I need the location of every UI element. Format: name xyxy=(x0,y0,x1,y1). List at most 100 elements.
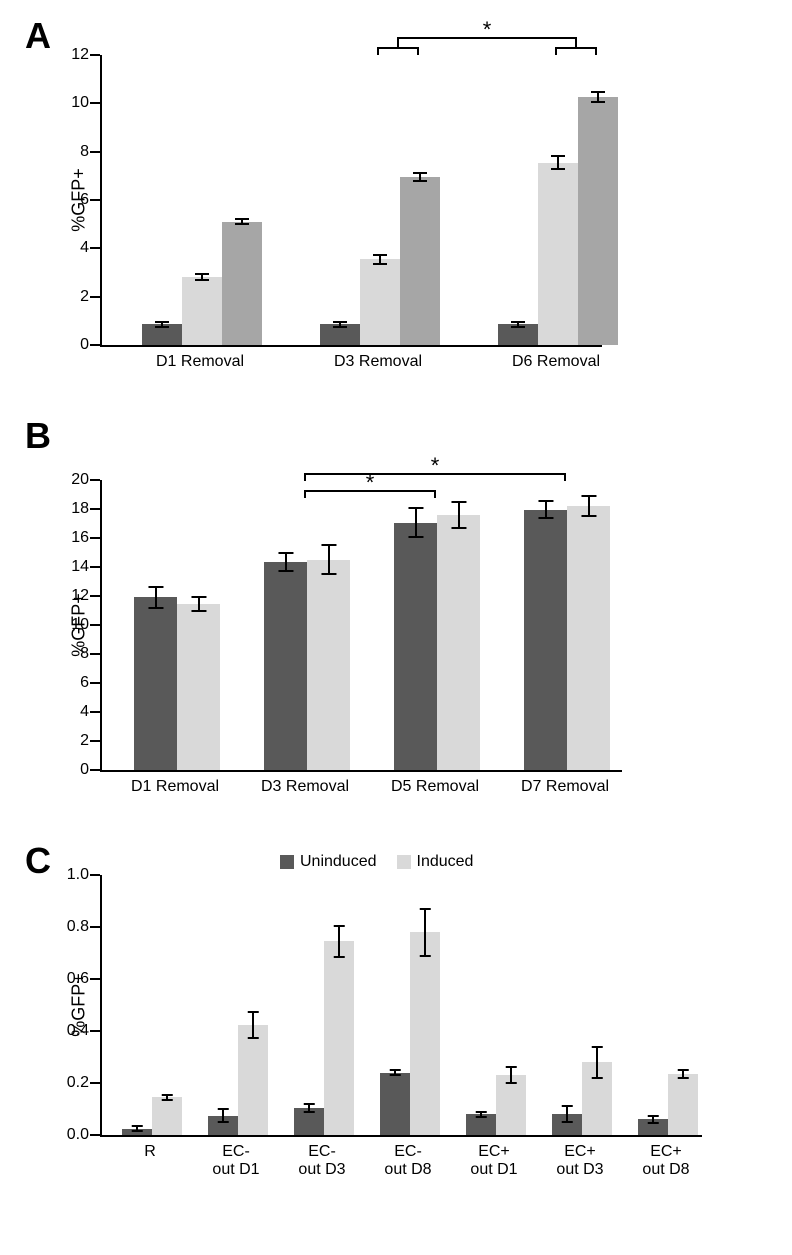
panel-c-label: C xyxy=(25,840,51,882)
bar xyxy=(264,562,307,770)
bar xyxy=(134,597,177,770)
y-tick-label: 0 xyxy=(64,761,89,779)
bar xyxy=(638,1119,668,1135)
significance-star: * xyxy=(366,470,375,496)
y-tick-label: 0.2 xyxy=(64,1074,89,1092)
bar xyxy=(538,163,578,345)
bar xyxy=(437,515,480,770)
y-tick xyxy=(90,1134,100,1136)
bar xyxy=(582,1062,612,1135)
x-axis-label: D7 Removal xyxy=(505,778,625,796)
bar xyxy=(238,1025,268,1136)
chart-c-area: %GFP+ 0.00.20.40.60.81.0 xyxy=(100,875,702,1137)
bar xyxy=(294,1108,324,1135)
chart-a-area: %GFP+ 024681012 xyxy=(100,55,602,347)
y-tick xyxy=(90,1030,100,1032)
bar xyxy=(307,560,350,770)
legend-label: Induced xyxy=(417,853,474,871)
x-axis-label: D1 Removal xyxy=(140,353,260,371)
chart-b-bars xyxy=(102,480,622,770)
y-tick-label: 12 xyxy=(64,46,89,64)
bar xyxy=(578,97,618,345)
y-tick xyxy=(90,151,100,153)
y-tick xyxy=(90,344,100,346)
legend-item: Uninduced xyxy=(280,853,377,871)
significance-star: * xyxy=(483,17,492,43)
bar xyxy=(400,177,440,345)
bar xyxy=(320,324,360,345)
chart-c-legend: Uninduced Induced xyxy=(280,853,473,877)
bar xyxy=(668,1074,698,1135)
y-tick xyxy=(90,595,100,597)
y-tick-label: 6 xyxy=(64,674,89,692)
bar xyxy=(498,324,538,345)
y-tick-label: 0 xyxy=(64,336,89,354)
y-tick xyxy=(90,1082,100,1084)
y-tick xyxy=(90,566,100,568)
bar xyxy=(410,932,440,1135)
x-axis-label: D6 Removal xyxy=(496,353,616,371)
y-tick xyxy=(90,926,100,928)
bar xyxy=(360,259,400,345)
bar xyxy=(222,222,262,345)
chart-a-bars xyxy=(102,55,602,345)
y-tick xyxy=(90,769,100,771)
bar xyxy=(177,604,220,770)
bar xyxy=(142,324,182,345)
y-tick xyxy=(90,624,100,626)
x-axis-label: D1 Removal xyxy=(115,778,235,796)
y-tick-label: 20 xyxy=(64,471,89,489)
panel-b-label: B xyxy=(25,415,51,457)
bar xyxy=(552,1114,582,1135)
y-tick-label: 1.0 xyxy=(64,866,89,884)
legend-swatch xyxy=(397,855,411,869)
y-tick-label: 18 xyxy=(64,500,89,518)
y-tick xyxy=(90,508,100,510)
panel-a-label: A xyxy=(25,15,51,57)
significance-star: * xyxy=(431,453,440,479)
y-tick xyxy=(90,682,100,684)
chart-c-bars xyxy=(102,875,702,1135)
bar xyxy=(208,1116,238,1136)
y-tick-label: 4 xyxy=(64,703,89,721)
y-tick-label: 16 xyxy=(64,529,89,547)
bar xyxy=(324,941,354,1135)
x-axis-label: EC+out D8 xyxy=(606,1143,726,1179)
y-tick xyxy=(90,653,100,655)
x-axis-label: D3 Removal xyxy=(245,778,365,796)
y-tick xyxy=(90,296,100,298)
panel-c: C UninducedInduced %GFP+ 0.00.20.40.60.8… xyxy=(20,845,772,1205)
y-tick-label: 4 xyxy=(64,239,89,257)
y-tick xyxy=(90,199,100,201)
y-tick xyxy=(90,54,100,56)
y-tick-label: 0.6 xyxy=(64,970,89,988)
y-tick-label: 0.4 xyxy=(64,1022,89,1040)
panel-a: A %GFP+ 024681012 D1 RemovalD3 RemovalD6… xyxy=(20,20,772,390)
y-tick-label: 12 xyxy=(64,587,89,605)
y-tick-label: 10 xyxy=(64,94,89,112)
bar xyxy=(152,1097,182,1135)
x-axis-label: D3 Removal xyxy=(318,353,438,371)
y-tick-label: 2 xyxy=(64,732,89,750)
y-tick xyxy=(90,978,100,980)
panel-b: B %GFP+ 02468101214161820 D1 RemovalD3 R… xyxy=(20,420,772,815)
y-tick xyxy=(90,711,100,713)
y-tick xyxy=(90,874,100,876)
x-axis-label: D5 Removal xyxy=(375,778,495,796)
chart-b-area: %GFP+ 02468101214161820 xyxy=(100,480,622,772)
y-tick xyxy=(90,479,100,481)
bar xyxy=(380,1073,410,1135)
y-tick-label: 8 xyxy=(64,645,89,663)
y-tick-label: 14 xyxy=(64,558,89,576)
legend-swatch xyxy=(280,855,294,869)
y-tick-label: 10 xyxy=(64,616,89,634)
y-tick xyxy=(90,740,100,742)
bar xyxy=(466,1114,496,1135)
y-tick-label: 8 xyxy=(64,143,89,161)
legend-label: Uninduced xyxy=(300,853,377,871)
legend-item: Induced xyxy=(397,853,474,871)
y-tick-label: 2 xyxy=(64,288,89,306)
bar xyxy=(496,1075,526,1135)
y-tick-label: 6 xyxy=(64,191,89,209)
y-tick-label: 0.0 xyxy=(64,1126,89,1144)
